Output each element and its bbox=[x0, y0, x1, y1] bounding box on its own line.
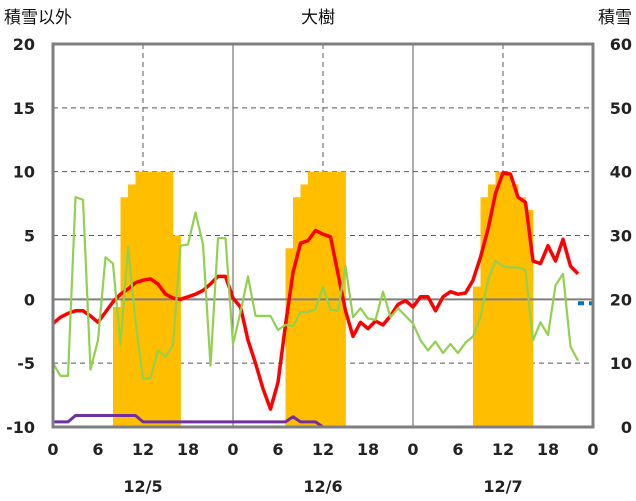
snow-bar bbox=[510, 184, 519, 427]
right-tick-label: 10 bbox=[610, 354, 632, 373]
left-tick-label: -10 bbox=[6, 418, 35, 437]
chart-title: 大樹 bbox=[301, 8, 335, 28]
date-label: 12/7 bbox=[483, 477, 522, 496]
x-tick-label: 6 bbox=[452, 440, 463, 459]
x-tick-label: 12 bbox=[312, 440, 334, 459]
right-axis: 60 50 40 30 20 10 0 bbox=[610, 35, 632, 437]
x-tick-label: 0 bbox=[587, 440, 598, 459]
right-axis-title: 積雪 bbox=[598, 8, 632, 28]
snow-bar bbox=[518, 197, 526, 427]
x-tick-label: 18 bbox=[537, 440, 559, 459]
date-label: 12/5 bbox=[123, 477, 162, 496]
x-tick-label: 0 bbox=[227, 440, 238, 459]
date-labels: 12/5 12/6 12/7 bbox=[123, 477, 522, 496]
right-tick-label: 20 bbox=[610, 290, 632, 309]
snow-bar bbox=[293, 197, 301, 427]
x-tick-label: 6 bbox=[272, 440, 283, 459]
right-tick-label: 50 bbox=[610, 99, 632, 118]
frame-border bbox=[51, 42, 595, 429]
red-series-line bbox=[51, 171, 580, 411]
left-tick-label: 5 bbox=[24, 227, 35, 246]
date-label: 12/6 bbox=[303, 477, 342, 496]
snow-bar bbox=[488, 184, 496, 427]
right-tick-label: 0 bbox=[621, 418, 632, 437]
snow-bar bbox=[525, 209, 534, 427]
right-tick-label: 40 bbox=[610, 163, 632, 182]
x-axis: 0 6 12 18 0 6 12 18 0 6 12 18 0 bbox=[47, 440, 598, 459]
snow-bar bbox=[128, 184, 136, 427]
snow-bar bbox=[300, 184, 309, 427]
snow-bar bbox=[473, 286, 481, 427]
plot-frame bbox=[51, 42, 595, 429]
snow-bar bbox=[480, 197, 489, 427]
right-tick-label: 60 bbox=[610, 35, 632, 54]
left-tick-label: 15 bbox=[13, 99, 35, 118]
x-tick-label: 12 bbox=[132, 440, 154, 459]
green-series-line bbox=[52, 196, 579, 380]
x-tick-label: 0 bbox=[47, 440, 58, 459]
x-tick-label: 18 bbox=[357, 440, 379, 459]
snow-bar bbox=[285, 248, 294, 427]
left-tick-label: 10 bbox=[13, 163, 35, 182]
left-axis-title: 積雪以外 bbox=[4, 8, 72, 28]
left-tick-label: 20 bbox=[13, 35, 35, 54]
snow-bar bbox=[173, 235, 181, 427]
purple-series-line bbox=[53, 414, 593, 429]
line-series bbox=[51, 171, 593, 429]
snow-bar bbox=[120, 197, 129, 427]
snow-bar bbox=[113, 306, 121, 427]
x-tick-label: 12 bbox=[492, 440, 514, 459]
right-tick-label: 30 bbox=[610, 227, 632, 246]
left-tick-label: -5 bbox=[17, 354, 35, 373]
left-tick-label: 0 bbox=[24, 290, 35, 309]
x-tick-label: 6 bbox=[92, 440, 103, 459]
left-axis: 20 15 10 5 0 -5 -10 bbox=[6, 35, 35, 437]
x-tick-label: 0 bbox=[407, 440, 418, 459]
x-tick-label: 18 bbox=[177, 440, 199, 459]
